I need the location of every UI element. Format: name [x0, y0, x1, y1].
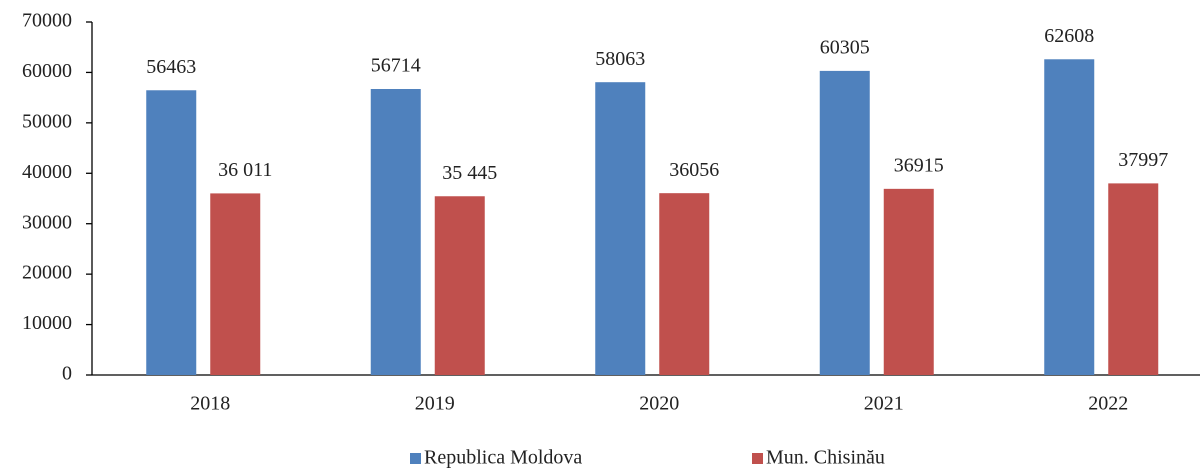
y-tick-label: 60000: [22, 60, 72, 82]
bar: [146, 90, 197, 375]
x-tick-label: 2018: [190, 393, 230, 415]
bar: [883, 188, 934, 375]
x-tick-label: 2022: [1088, 393, 1128, 415]
value-label: 58063: [595, 48, 645, 70]
value-label: 36 011: [218, 159, 272, 181]
bar: [659, 193, 710, 375]
y-tick-label: 10000: [22, 312, 72, 334]
y-tick-label: 20000: [22, 262, 72, 284]
y-tick-label: 40000: [22, 161, 72, 183]
y-tick-label: 0: [62, 363, 72, 385]
legend-swatch: [410, 453, 421, 464]
x-tick-label: 2019: [415, 393, 455, 415]
y-tick-label: 50000: [22, 110, 72, 132]
y-tick-label: 70000: [22, 10, 72, 32]
legend-label: Republica Moldova: [424, 447, 582, 468]
y-tick-label: 30000: [22, 211, 72, 233]
bar: [595, 82, 646, 375]
x-tick-label: 2021: [864, 393, 904, 415]
value-label: 35 445: [442, 162, 497, 184]
legend-label: Mun. Chisinău: [766, 447, 885, 468]
x-tick-label: 2020: [639, 393, 679, 415]
value-label: 56463: [146, 56, 196, 78]
bar: [370, 88, 421, 376]
value-label: 36915: [894, 154, 944, 176]
value-label: 62608: [1044, 25, 1094, 47]
legend-swatch: [752, 453, 763, 464]
bar: [1108, 183, 1159, 375]
value-label: 56714: [371, 55, 421, 77]
bar: [434, 196, 485, 375]
value-label: 36056: [669, 159, 719, 181]
value-label: 37997: [1118, 149, 1168, 171]
bar: [1044, 59, 1095, 376]
bar: [210, 193, 261, 375]
bar: [819, 70, 870, 375]
value-label: 60305: [820, 36, 870, 58]
